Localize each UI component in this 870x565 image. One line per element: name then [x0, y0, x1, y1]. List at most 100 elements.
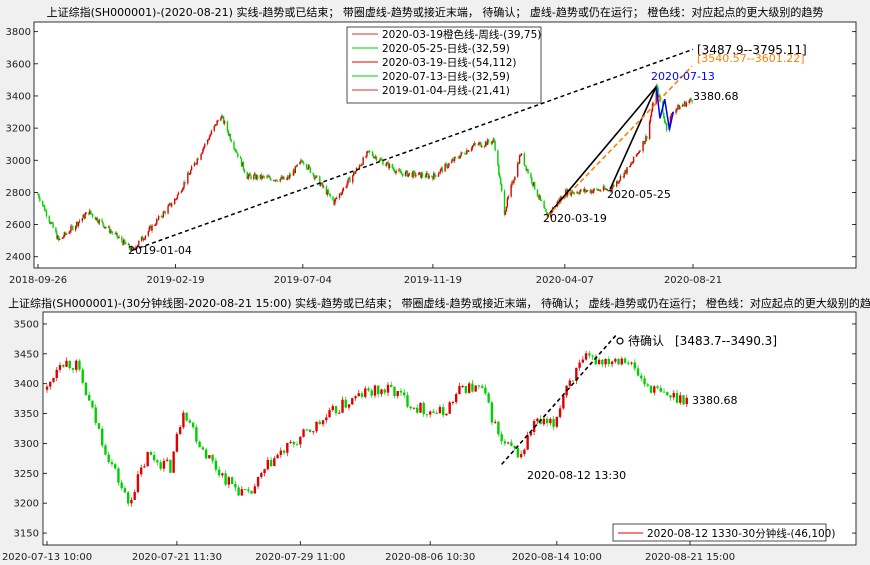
daily-candle-body [577, 192, 579, 194]
daily-candle-body [598, 189, 601, 191]
daily-candle-body [373, 156, 376, 158]
daily-trend-0319 [546, 86, 657, 218]
daily-candle-body [168, 204, 170, 207]
daily-candle-body [451, 159, 454, 161]
minute30-candle-body [438, 407, 442, 414]
minute30-candle-body [633, 362, 636, 369]
daily-candle-body [345, 186, 347, 188]
daily-candle-body [162, 211, 165, 217]
minute30-candle-body [461, 385, 464, 387]
daily-candle-body [426, 173, 428, 175]
minute30-candle-body [380, 389, 383, 395]
minute30-x-tick: 2020-07-13 10:00 [2, 552, 92, 563]
minute30-x-tick: 2020-07-29 11:00 [255, 552, 345, 563]
daily-candle-body [441, 167, 444, 172]
minute30-candle-body [75, 360, 78, 370]
daily-candle-body [518, 155, 521, 164]
minute30-candle-body [195, 427, 198, 442]
daily-candle-body [616, 181, 619, 184]
minute30-candle-body [571, 380, 575, 382]
daily-y-tick: 3000 [6, 156, 31, 167]
daily-legend-entry: 2020-03-19橙色线-周线-(39,75) [382, 28, 541, 41]
daily-candle-body [65, 233, 67, 235]
daily-candle-body [537, 196, 540, 198]
daily-y-tick: 2400 [6, 252, 31, 263]
minute30-candle-body [474, 385, 477, 392]
daily-x-tick: 2019-02-19 [147, 275, 205, 286]
daily-candle-body [642, 141, 644, 152]
minute30-candle-body [52, 377, 55, 382]
daily-candle-body [525, 165, 527, 171]
daily-candle-body [679, 106, 681, 110]
minute30-candle-body [315, 421, 318, 432]
daily-target-orange: [3540.57--3601.22] [697, 52, 805, 65]
daily-candle-body [638, 150, 640, 153]
daily-candle-body [629, 165, 631, 168]
minute30-candle-body [55, 369, 58, 378]
minute30-candle-body [357, 393, 360, 397]
minute30-candle-body [581, 359, 585, 363]
daily-candle-body [579, 191, 581, 194]
minute30-candle-body [526, 435, 529, 450]
daily-candle-body [415, 175, 417, 177]
daily-candle-body [228, 134, 231, 136]
daily-candle-body [206, 139, 209, 144]
minute30-candle-body [529, 431, 533, 436]
daily-candle-body [366, 151, 368, 157]
daily-candle-body [183, 182, 185, 188]
daily-candle-body [374, 156, 377, 158]
daily-chart: 上证综指(SH000001)-(2020-08-21) 实线-趋势或已结束； 带… [6, 5, 857, 286]
daily-candle-body [413, 171, 415, 173]
minute30-candle-body [419, 403, 422, 413]
minute30-candle-body [649, 385, 653, 393]
minute30-candle-body [65, 360, 68, 367]
daily-candle-body [280, 176, 282, 179]
daily-candle-body [487, 139, 490, 143]
daily-candle-body [235, 149, 237, 152]
daily-candle-body [437, 173, 440, 177]
minute30-x-tick: 2020-08-14 10:00 [512, 552, 602, 563]
minute30-candle-body [204, 449, 208, 459]
daily-candle-body [279, 178, 281, 182]
minute30-candle-body [675, 392, 679, 403]
daily-candle-body [360, 164, 362, 167]
daily-candle-body [140, 236, 143, 241]
daily-candle-body [160, 216, 163, 218]
daily-candle-body [281, 176, 283, 180]
daily-candle-body [42, 205, 45, 207]
daily-candle-body [71, 225, 73, 227]
daily-candle-body [387, 162, 390, 169]
minute30-candle-body [84, 382, 88, 395]
daily-candle-body [649, 116, 652, 122]
daily-candle-body [517, 163, 520, 165]
daily-candle-body [491, 141, 493, 144]
daily-candle-body [527, 169, 529, 174]
daily-candle-body [478, 143, 480, 145]
daily-candle-body [688, 100, 690, 103]
minute30-candle-body [558, 408, 562, 417]
daily-candle-body [609, 189, 611, 191]
daily-candle-body [74, 226, 77, 231]
daily-candle-body [646, 136, 648, 140]
daily-candle-body [292, 170, 295, 176]
daily-candle-body [670, 113, 673, 117]
daily-candle-body [50, 222, 52, 224]
daily-candle-body [287, 176, 290, 179]
daily-candle-body [56, 232, 58, 240]
daily-candle-body [110, 231, 113, 233]
daily-candle-body [624, 170, 626, 173]
daily-candle-body [454, 157, 457, 159]
daily-candle-body [156, 219, 159, 221]
daily-candle-body [559, 198, 561, 200]
daily-candle-body [420, 173, 423, 178]
daily-candle-body [107, 226, 110, 228]
daily-candle-body [170, 203, 172, 207]
minute30-candle-body [666, 392, 669, 396]
minute30-candle-body [367, 388, 370, 391]
daily-candle-body [401, 173, 403, 175]
minute30-candle-body [422, 403, 425, 415]
daily-candle-body [480, 142, 482, 147]
minute30-x-tick: 2020-08-21 15:00 [645, 552, 735, 563]
daily-candle-body [598, 189, 600, 191]
daily-candle-body [288, 174, 291, 179]
